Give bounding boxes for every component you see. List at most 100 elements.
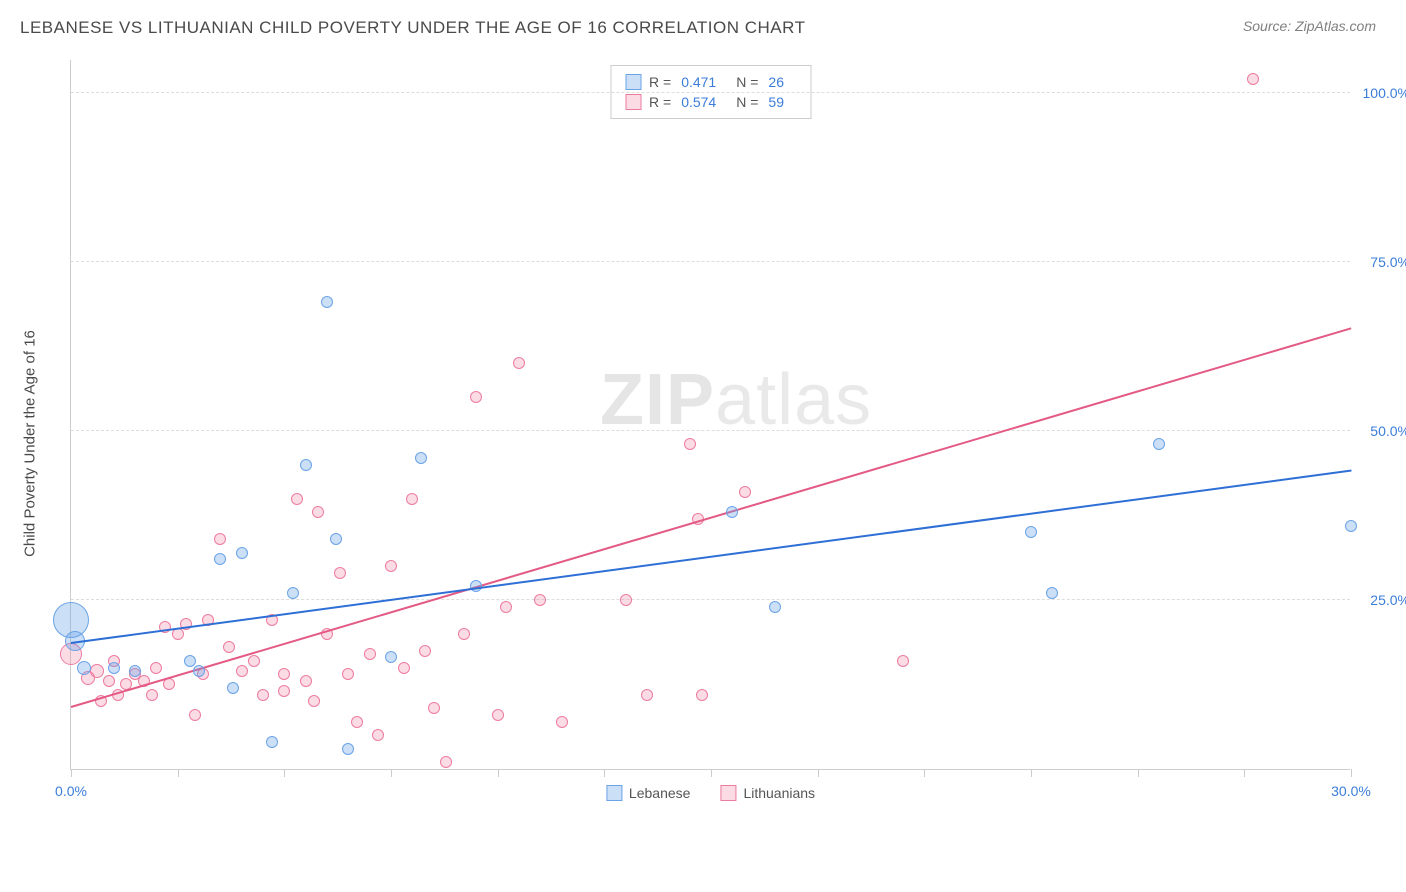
trend-line-lebanese xyxy=(71,469,1351,643)
legend-row-lithuanians: R = 0.574 N = 59 xyxy=(625,92,796,112)
data-point-lithuanians xyxy=(696,689,708,701)
data-point-lithuanians xyxy=(641,689,653,701)
data-point-lithuanians xyxy=(458,628,470,640)
x-tick xyxy=(391,769,392,777)
data-point-lebanese xyxy=(321,296,333,308)
data-point-lebanese xyxy=(193,665,205,677)
source-attribution: Source: ZipAtlas.com xyxy=(1243,18,1376,34)
data-point-lithuanians xyxy=(278,668,290,680)
data-point-lithuanians xyxy=(513,357,525,369)
data-point-lebanese xyxy=(385,651,397,663)
data-point-lithuanians xyxy=(278,685,290,697)
data-point-lithuanians xyxy=(163,678,175,690)
data-point-lithuanians xyxy=(620,594,632,606)
data-point-lebanese xyxy=(214,553,226,565)
data-point-lithuanians xyxy=(103,675,115,687)
data-point-lithuanians xyxy=(257,689,269,701)
data-point-lithuanians xyxy=(556,716,568,728)
x-tick xyxy=(711,769,712,777)
swatch-lebanese xyxy=(625,74,641,90)
data-point-lithuanians xyxy=(351,716,363,728)
y-axis-title: Child Poverty Under the Age of 16 xyxy=(22,330,39,557)
gridline xyxy=(71,599,1350,600)
gridline xyxy=(71,92,1350,93)
data-point-lithuanians xyxy=(90,664,104,678)
data-point-lithuanians xyxy=(406,493,418,505)
legend-series: Lebanese Lithuanians xyxy=(606,785,815,801)
data-point-lithuanians xyxy=(739,486,751,498)
swatch-lithuanians xyxy=(720,785,736,801)
x-tick xyxy=(1244,769,1245,777)
data-point-lithuanians xyxy=(385,560,397,572)
data-point-lithuanians xyxy=(440,756,452,768)
data-point-lebanese xyxy=(287,587,299,599)
swatch-lebanese xyxy=(606,785,622,801)
data-point-lithuanians xyxy=(364,648,376,660)
data-point-lithuanians xyxy=(189,709,201,721)
data-point-lebanese xyxy=(726,506,738,518)
y-tick-label: 50.0% xyxy=(1355,423,1406,439)
data-point-lithuanians xyxy=(492,709,504,721)
data-point-lithuanians xyxy=(291,493,303,505)
data-point-lithuanians xyxy=(428,702,440,714)
x-tick xyxy=(498,769,499,777)
data-point-lithuanians xyxy=(398,662,410,674)
data-point-lebanese xyxy=(129,665,141,677)
data-point-lithuanians xyxy=(308,695,320,707)
swatch-lithuanians xyxy=(625,94,641,110)
data-point-lithuanians xyxy=(214,533,226,545)
gridline xyxy=(71,261,1350,262)
data-point-lithuanians xyxy=(248,655,260,667)
data-point-lebanese xyxy=(108,662,120,674)
data-point-lithuanians xyxy=(150,662,162,674)
y-tick-label: 25.0% xyxy=(1355,592,1406,608)
chart-area: Child Poverty Under the Age of 16 ZIPatl… xyxy=(50,60,1380,810)
data-point-lithuanians xyxy=(236,665,248,677)
legend-item-lithuanians: Lithuanians xyxy=(720,785,815,801)
x-tick xyxy=(71,769,72,777)
data-point-lithuanians xyxy=(312,506,324,518)
data-point-lithuanians xyxy=(342,668,354,680)
data-point-lebanese xyxy=(1046,587,1058,599)
scatter-plot: ZIPatlas R = 0.471 N = 26 R = 0.574 N = … xyxy=(70,60,1350,770)
x-tick xyxy=(1031,769,1032,777)
data-point-lebanese xyxy=(266,736,278,748)
data-point-lithuanians xyxy=(334,567,346,579)
x-tick xyxy=(1138,769,1139,777)
data-point-lebanese xyxy=(236,547,248,559)
legend-item-lebanese: Lebanese xyxy=(606,785,691,801)
trend-line-lithuanians xyxy=(71,328,1352,709)
data-point-lithuanians xyxy=(684,438,696,450)
data-point-lithuanians xyxy=(470,391,482,403)
data-point-lithuanians xyxy=(300,675,312,687)
data-point-lithuanians xyxy=(372,729,384,741)
data-point-lithuanians xyxy=(500,601,512,613)
x-tick-label: 30.0% xyxy=(1331,783,1371,799)
x-tick xyxy=(818,769,819,777)
data-point-lebanese xyxy=(300,459,312,471)
data-point-lithuanians xyxy=(146,689,158,701)
data-point-lithuanians xyxy=(534,594,546,606)
legend-row-lebanese: R = 0.471 N = 26 xyxy=(625,72,796,92)
data-point-lebanese xyxy=(227,682,239,694)
y-tick-label: 75.0% xyxy=(1355,254,1406,270)
data-point-lebanese xyxy=(342,743,354,755)
x-tick-label: 0.0% xyxy=(55,783,87,799)
data-point-lebanese xyxy=(77,661,91,675)
x-tick xyxy=(604,769,605,777)
x-tick xyxy=(178,769,179,777)
data-point-lebanese xyxy=(415,452,427,464)
data-point-lebanese xyxy=(1153,438,1165,450)
data-point-lebanese xyxy=(769,601,781,613)
data-point-lebanese xyxy=(330,533,342,545)
gridline xyxy=(71,430,1350,431)
data-point-lithuanians xyxy=(1247,73,1259,85)
data-point-lebanese xyxy=(1345,520,1357,532)
data-point-lebanese xyxy=(1025,526,1037,538)
chart-title: LEBANESE VS LITHUANIAN CHILD POVERTY UND… xyxy=(20,18,806,38)
x-tick xyxy=(924,769,925,777)
x-tick xyxy=(284,769,285,777)
x-tick xyxy=(1351,769,1352,777)
data-point-lithuanians xyxy=(897,655,909,667)
data-point-lithuanians xyxy=(223,641,235,653)
